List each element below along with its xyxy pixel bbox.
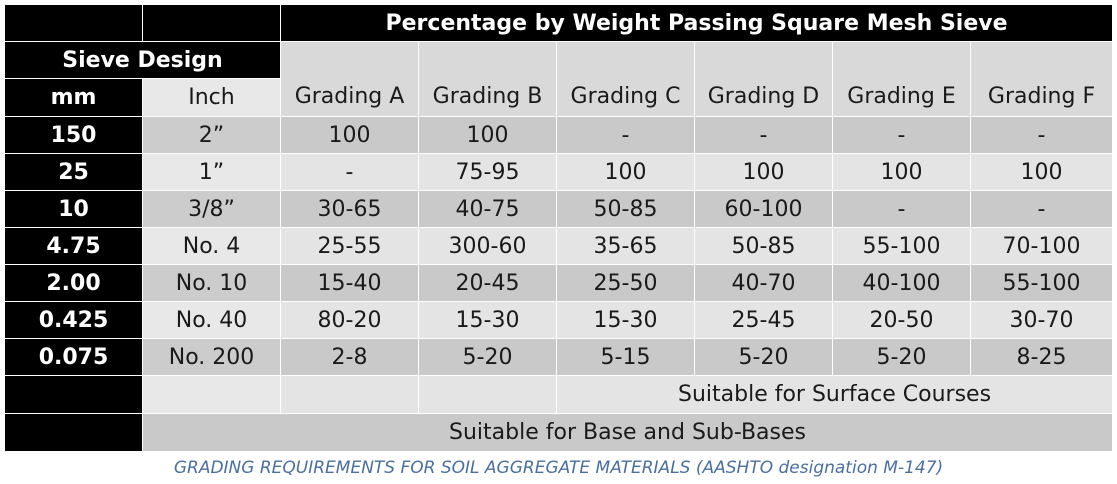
grading-a-header: Grading A [294,83,405,109]
surface-note-row: Suitable for Surface Courses [4,375,1114,414]
value-cell: 20-45 [418,264,557,302]
sieve-design-header: Sieve Design [4,41,281,79]
value-cell: 5-15 [556,338,695,376]
grading-e-header: Grading E [847,83,956,109]
value-cell: 50-85 [694,227,833,265]
note-mm-blank [4,375,143,414]
mm-cell: 25 [4,153,143,191]
note-blank [280,375,419,414]
inch-cell: 2” [142,116,281,154]
value-cell: 25-55 [280,227,419,265]
grading-c-header: Grading C [570,83,681,109]
value-cell: - [832,116,971,154]
value-cell: 100 [280,116,419,154]
corner-blank-2 [142,4,281,42]
value-cell: 8-25 [969,338,1114,376]
mm-cell: 4.75 [4,227,143,265]
value-cell: 5-20 [832,338,971,376]
grading-b-header: Grading B [432,83,543,109]
table-row: 0.075 No. 200 2-8 5-20 5-15 5-20 5-20 8-25 [4,338,1114,376]
value-cell: 100 [556,153,695,191]
table-row: 150 2” 100 100- - - - [4,116,1114,154]
value-cell: 55-100 [969,264,1114,302]
mm-cell: 0.075 [4,338,143,376]
inch-cell: No. 40 [142,301,281,339]
value-cell: 100 [418,116,557,154]
inch-header: Inch [142,78,281,117]
grading-header-cell: Grading B [418,41,557,117]
value-cell: 100 [694,153,833,191]
mm-cell: 10 [4,190,143,228]
value-cell: 20-50 [832,301,971,339]
value-cell: 5-20 [418,338,557,376]
inch-cell: 3/8” [142,190,281,228]
base-subbases-note: Suitable for Base and Sub-Bases [141,413,1114,452]
mm-cell: 150 [4,116,143,154]
table-caption: GRADING REQUIREMENTS FOR SOIL AGGREGATE … [173,458,944,478]
value-cell: 5-20 [694,338,833,376]
note-blank [418,375,557,414]
inch-cell: No. 10 [142,264,281,302]
surface-courses-note: Suitable for Surface Courses [555,375,1114,414]
value-cell: 30-65 [280,190,419,228]
note-blank [142,375,281,414]
table-row: 10 3/8” 30-65 40-75 50-85 60-100- - [4,190,1114,228]
header-row-sieve-design: Sieve Design Grading A Grading B Grading… [4,41,1114,117]
value-cell: 2-8 [280,338,419,376]
value-cell: 30-70 [969,301,1114,339]
value-cell: 300-60 [418,227,557,265]
table-row: 4.75 No. 4 25-55 300-60 35-65 50-85 55-100 70-1… [4,227,1114,265]
value-cell: 15-30 [556,301,695,339]
grading-header-cell: Grading C [556,41,695,117]
grading-header-cell: Grading E [832,41,971,117]
grading-header-cell: Grading D [694,41,833,117]
inch-cell: No. 200 [142,338,281,376]
header-row-top: Percentage by Weight Passing Square Mesh… [4,4,1114,42]
data-rows: 150 2” 100 100- - - -25 1” -75-95 100 100 100 100 10 3… [4,116,1114,376]
value-cell: 40-75 [418,190,557,228]
value-cell: 15-40 [280,264,419,302]
grading-header-cell: Grading A [280,41,419,117]
corner-blank [4,4,143,42]
value-cell: 100 [832,153,971,191]
grading-header-cell: Grading F [969,41,1114,117]
value-cell: 50-85 [556,190,695,228]
mm-header: mm [4,78,143,117]
value-cell: 40-100 [832,264,971,302]
mm-cell: 0.425 [4,301,143,339]
value-cell: 60-100 [694,190,833,228]
table-row: 0.425 No. 40 80-20 15-30 15-30 25-45 20-50 30-7… [4,301,1114,339]
mm-cell: 2.00 [4,264,143,302]
base-note-row: Suitable for Base and Sub-Bases [4,413,1114,452]
value-cell: 75-95 [418,153,557,191]
value-cell: 25-45 [694,301,833,339]
value-cell: - [694,116,833,154]
value-cell: - [832,190,971,228]
header-row-units: mm Inch [4,78,1113,117]
value-cell: 40-70 [694,264,833,302]
inch-cell: 1” [142,153,281,191]
value-cell: - [280,153,419,191]
value-cell: 80-20 [280,301,419,339]
grading-f-header: Grading F [987,83,1096,109]
table-row: 25 1” -75-95 100 100 100 100 [4,153,1114,191]
value-cell: 25-50 [556,264,695,302]
grading-table: Percentage by Weight Passing Square Mesh… [4,4,1114,452]
value-cell: 100 [969,153,1114,191]
value-cell: 55-100 [832,227,971,265]
note-mm-blank [4,413,143,452]
inch-cell: No. 4 [142,227,281,265]
value-cell: 15-30 [418,301,557,339]
value-cell: 35-65 [556,227,695,265]
value-cell: - [556,116,695,154]
value-cell: - [969,190,1114,228]
value-cell: 70-100 [969,227,1114,265]
top-crop-edge [0,0,1117,4]
grading-d-header: Grading D [707,83,820,109]
group-header: Percentage by Weight Passing Square Mesh… [279,4,1114,42]
table-row: 2.00 No. 10 15-40 20-45 25-50 40-70 40-100 55-1… [4,264,1114,302]
value-cell: - [969,116,1114,154]
